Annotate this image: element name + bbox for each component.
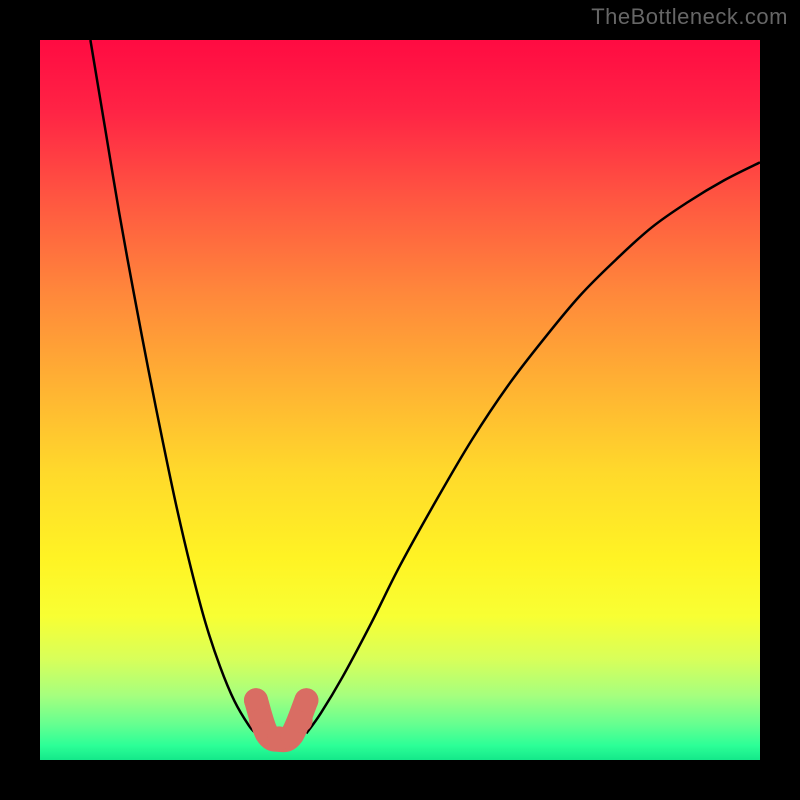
chart-container: TheBottleneck.com [0, 0, 800, 800]
watermark-text: TheBottleneck.com [591, 4, 788, 30]
plot-background [40, 40, 760, 760]
bottleneck-chart [0, 0, 800, 800]
optimal-marker-dot [294, 688, 318, 712]
optimal-marker-dot [289, 708, 313, 732]
optimal-marker-dot [244, 688, 268, 712]
